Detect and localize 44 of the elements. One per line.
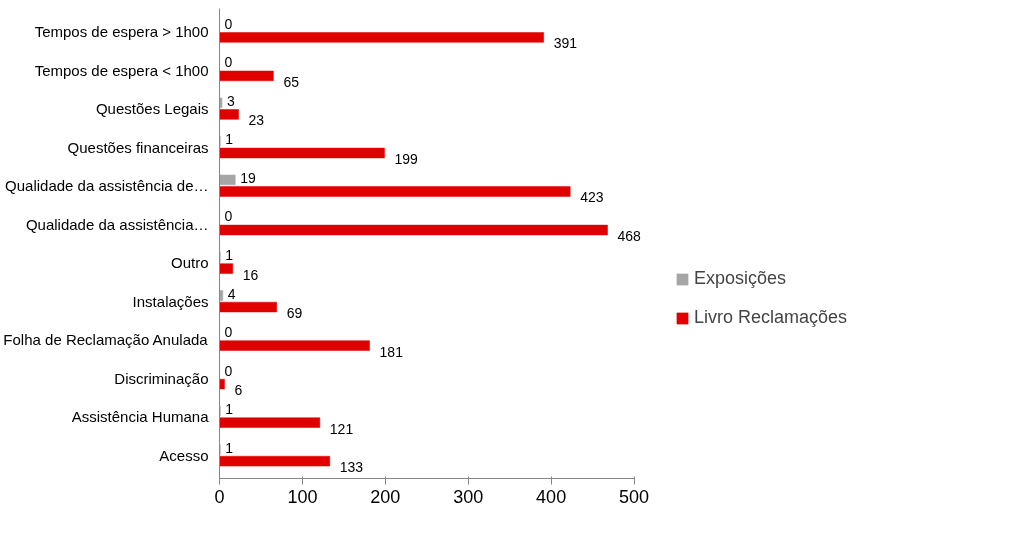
data-label: 133: [339, 459, 364, 476]
legend-label: Livro Reclamações: [694, 307, 848, 328]
data-label: 181: [379, 343, 404, 360]
data-label: 0: [224, 54, 233, 71]
data-label: 0: [224, 324, 233, 341]
x-tick-label: 200: [370, 486, 401, 507]
y-tick-label: Assistência Humana: [71, 408, 210, 426]
y-tick-label: Folha de Reclamação Anulada: [3, 331, 209, 349]
y-tick-label: Qualidade da assistência de…: [5, 177, 209, 195]
y-tick-label: Qualidade da assistência…: [25, 215, 209, 233]
data-label: 4: [227, 285, 236, 302]
x-tick-label: 300: [453, 486, 484, 507]
data-label: 468: [617, 228, 642, 245]
data-label: 0: [224, 362, 233, 379]
y-tick-label: Tempos de espera < 1h00: [34, 61, 209, 79]
y-tick-label: Questões financeiras: [67, 138, 209, 156]
x-tick-label: 100: [287, 486, 318, 507]
data-label: 19: [240, 169, 257, 186]
data-label: 69: [286, 305, 303, 322]
data-label: 1: [225, 131, 234, 148]
x-tick-label: 400: [536, 486, 567, 507]
legend-label: Exposições: [694, 268, 787, 289]
data-label: 1: [225, 439, 234, 456]
y-tick-label: Acesso: [159, 446, 209, 464]
y-tick-label: Discriminação: [114, 369, 209, 387]
data-label: 423: [580, 189, 604, 206]
data-label: 6: [234, 382, 243, 399]
data-label: 23: [248, 112, 265, 129]
data-label: 0: [224, 15, 233, 32]
data-label: 391: [553, 35, 578, 52]
y-tick-label: Questões Legais: [95, 100, 209, 118]
y-tick-label: Instalações: [132, 292, 209, 310]
data-label: 199: [394, 150, 419, 167]
data-label: 65: [283, 73, 300, 90]
data-label: 1: [225, 401, 234, 418]
data-label: 3: [226, 92, 235, 109]
data-label: 0: [224, 208, 233, 225]
data-label: 121: [329, 420, 354, 437]
y-tick-label: Tempos de espera > 1h00: [34, 23, 209, 41]
data-label: 16: [242, 266, 259, 283]
x-tick-label: 500: [619, 486, 650, 507]
y-tick-label: Outro: [170, 254, 209, 272]
x-tick-label: 0: [214, 486, 225, 507]
data-label: 1: [225, 246, 234, 263]
